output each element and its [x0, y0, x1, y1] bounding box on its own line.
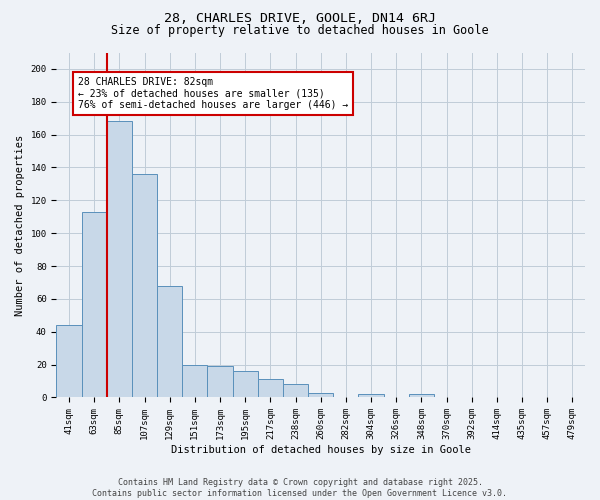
Bar [208, 366, 233, 398]
X-axis label: Distribution of detached houses by size in Goole: Distribution of detached houses by size … [171, 445, 471, 455]
Bar [409, 394, 434, 398]
Text: Size of property relative to detached houses in Goole: Size of property relative to detached ho… [111, 24, 489, 37]
Bar [283, 384, 308, 398]
Y-axis label: Number of detached properties: Number of detached properties [15, 134, 25, 316]
Bar [107, 122, 132, 398]
Bar [157, 286, 182, 398]
Text: Contains HM Land Registry data © Crown copyright and database right 2025.
Contai: Contains HM Land Registry data © Crown c… [92, 478, 508, 498]
Text: 28, CHARLES DRIVE, GOOLE, DN14 6RJ: 28, CHARLES DRIVE, GOOLE, DN14 6RJ [164, 12, 436, 26]
Bar [132, 174, 157, 398]
Bar [308, 392, 333, 398]
Text: 28 CHARLES DRIVE: 82sqm
← 23% of detached houses are smaller (135)
76% of semi-d: 28 CHARLES DRIVE: 82sqm ← 23% of detache… [78, 77, 348, 110]
Bar [56, 325, 82, 398]
Bar [358, 394, 383, 398]
Bar [233, 371, 258, 398]
Bar [258, 380, 283, 398]
Bar [182, 364, 208, 398]
Bar [82, 212, 107, 398]
